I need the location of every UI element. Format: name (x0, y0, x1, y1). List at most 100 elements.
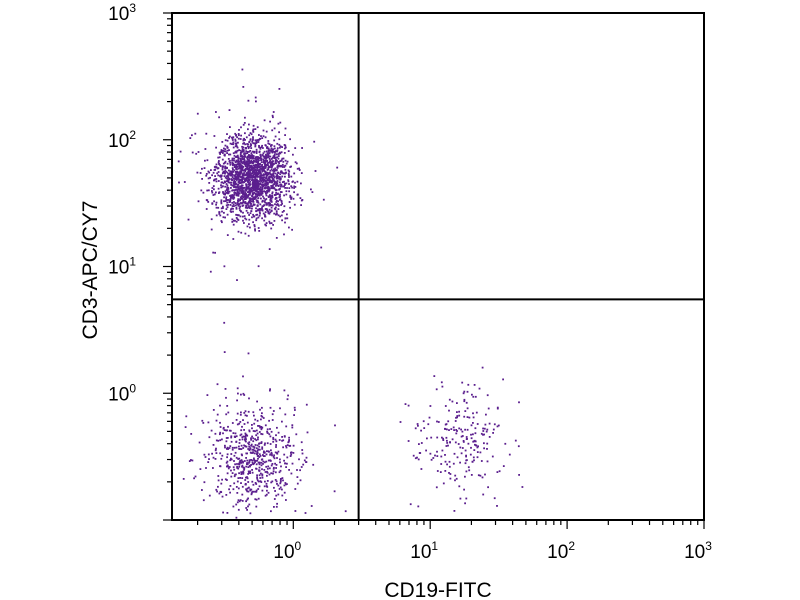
data-point (235, 160, 238, 163)
data-point (252, 184, 255, 186)
data-point (241, 179, 243, 182)
data-point (241, 465, 243, 468)
data-point (258, 442, 260, 445)
data-point (244, 143, 246, 146)
data-point (255, 169, 258, 172)
data-point (253, 215, 255, 218)
data-point (239, 182, 242, 184)
data-point (201, 419, 204, 422)
data-point (215, 452, 218, 454)
data-point (221, 438, 223, 441)
data-point (249, 197, 252, 200)
data-point (275, 191, 277, 194)
data-point (230, 475, 233, 478)
data-point (245, 218, 248, 221)
data-point (265, 208, 268, 211)
data-point (467, 466, 470, 469)
data-point (224, 193, 226, 196)
data-point (271, 176, 273, 179)
data-point (220, 178, 223, 180)
data-point (246, 225, 249, 228)
data-point (252, 160, 255, 163)
data-point (247, 181, 249, 183)
data-point (275, 204, 278, 206)
data-point (264, 187, 266, 190)
data-point (275, 440, 278, 443)
data-point (305, 456, 308, 459)
data-point (217, 479, 220, 482)
data-point (269, 155, 272, 158)
data-point (223, 171, 226, 174)
data-point (255, 490, 258, 493)
data-point (260, 159, 262, 161)
data-point (224, 216, 226, 219)
data-point (284, 134, 286, 136)
data-point (280, 465, 282, 468)
data-point (273, 145, 276, 148)
data-point (268, 204, 271, 207)
data-point (234, 204, 237, 207)
data-point (216, 172, 219, 175)
data-point (249, 172, 251, 174)
data-point (220, 199, 223, 202)
data-point (213, 188, 215, 191)
data-point (248, 156, 251, 159)
data-point (265, 222, 268, 224)
data-point (215, 206, 218, 209)
data-point (255, 505, 258, 508)
data-point (227, 176, 230, 179)
data-point (278, 138, 281, 141)
data-point (465, 455, 467, 458)
data-point (250, 179, 253, 181)
data-point (274, 160, 277, 162)
data-point (239, 153, 242, 156)
data-point (226, 512, 229, 514)
data-point (275, 177, 278, 180)
data-point (262, 183, 265, 186)
data-point (200, 189, 203, 192)
data-point (253, 225, 256, 228)
data-point (448, 429, 450, 431)
data-point (464, 502, 466, 505)
data-point (244, 479, 247, 481)
data-point (235, 419, 238, 421)
data-point (273, 154, 276, 156)
data-point (412, 454, 415, 457)
data-point (219, 175, 221, 177)
data-point (247, 234, 250, 237)
data-point (246, 459, 249, 462)
data-point (488, 436, 491, 438)
data-point (225, 167, 228, 170)
data-point (273, 147, 276, 150)
data-point (240, 393, 242, 396)
data-point (264, 173, 267, 176)
data-point (270, 481, 273, 484)
data-point (268, 202, 271, 205)
data-point (197, 151, 200, 153)
data-point (277, 155, 280, 157)
data-point (230, 440, 233, 443)
data-point (278, 471, 281, 474)
data-point (253, 457, 255, 460)
data-point (285, 193, 288, 196)
data-point (252, 430, 255, 432)
data-point (258, 448, 261, 451)
data-point (263, 219, 266, 222)
data-point (459, 461, 461, 464)
data-point (283, 484, 286, 487)
data-point (248, 503, 251, 506)
data-point (249, 174, 251, 176)
data-point (231, 167, 234, 169)
data-point (277, 431, 280, 434)
data-point (472, 395, 475, 398)
data-point (231, 179, 233, 181)
data-point (226, 234, 229, 236)
data-point (233, 163, 236, 166)
data-point (244, 154, 246, 157)
data-point (248, 441, 251, 444)
data-point (256, 474, 258, 477)
data-point (290, 185, 293, 188)
data-point (256, 126, 259, 129)
x-axis-ticks: 100 101 102 103 (197, 520, 712, 563)
data-point (255, 199, 258, 202)
